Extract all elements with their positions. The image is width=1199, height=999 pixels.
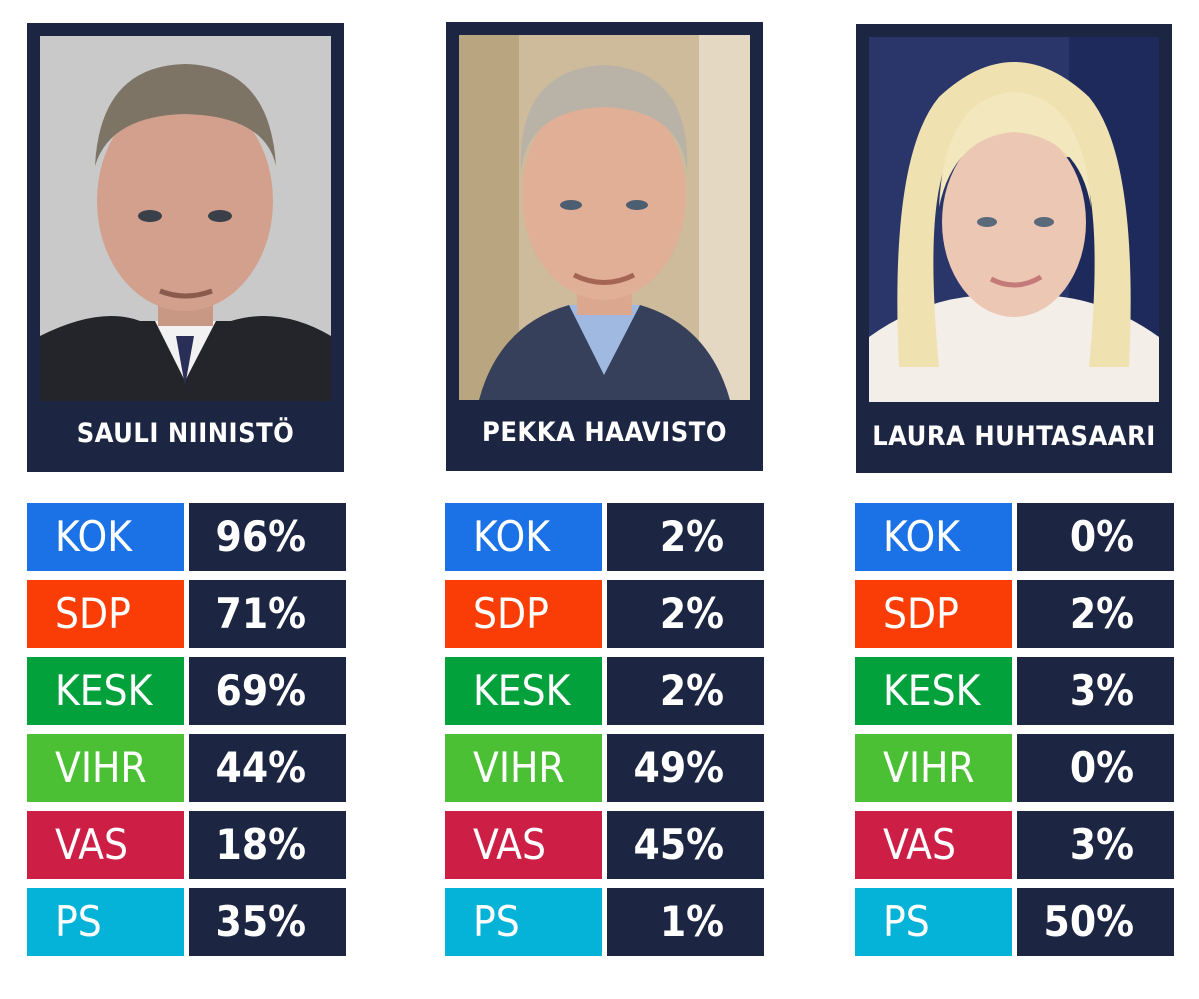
- party-label: KESK: [855, 657, 1012, 725]
- support-percentage: 49%: [607, 734, 764, 802]
- table-row: KESK 69%: [27, 657, 346, 725]
- party-label: KESK: [27, 657, 184, 725]
- table-row: VAS 45%: [445, 811, 764, 879]
- party-label: SDP: [445, 580, 602, 648]
- candidate-card-huhtasaari: LAURA HUHTASAARI: [856, 24, 1172, 473]
- party-label: KOK: [445, 503, 602, 571]
- party-label: PS: [27, 888, 184, 956]
- party-label: VIHR: [445, 734, 602, 802]
- results-table-haavisto: KOK 2% SDP 2% KESK 2% VIHR 49% VAS 45% PS 1%: [445, 503, 764, 958]
- support-percentage: 1%: [607, 888, 764, 956]
- party-label: KOK: [27, 503, 184, 571]
- table-row: KOK 0%: [855, 503, 1174, 571]
- table-row: SDP 2%: [445, 580, 764, 648]
- table-row: VIHR 0%: [855, 734, 1174, 802]
- party-label: VIHR: [855, 734, 1012, 802]
- party-label: KESK: [445, 657, 602, 725]
- table-row: KESK 3%: [855, 657, 1174, 725]
- portrait-photo-niinisto: [40, 36, 331, 401]
- support-percentage: 3%: [1017, 811, 1174, 879]
- table-row: VAS 3%: [855, 811, 1174, 879]
- results-table-niinisto: KOK 96% SDP 71% KESK 69% VIHR 44% VAS 18% PS 35%: [27, 503, 346, 958]
- table-row: PS 1%: [445, 888, 764, 956]
- party-label: VAS: [855, 811, 1012, 879]
- party-label: SDP: [27, 580, 184, 648]
- table-row: VIHR 44%: [27, 734, 346, 802]
- party-label: PS: [445, 888, 602, 956]
- support-percentage: 3%: [1017, 657, 1174, 725]
- support-percentage: 50%: [1017, 888, 1174, 956]
- support-percentage: 2%: [607, 503, 764, 571]
- table-row: KESK 2%: [445, 657, 764, 725]
- support-percentage: 44%: [189, 734, 346, 802]
- party-label: KOK: [855, 503, 1012, 571]
- table-row: PS 50%: [855, 888, 1174, 956]
- candidate-card-haavisto: PEKKA HAAVISTO: [446, 22, 763, 471]
- candidate-name: SAULI NIINISTÖ: [76, 418, 295, 449]
- results-table-huhtasaari: KOK 0% SDP 2% KESK 3% VIHR 0% VAS 3% PS 50%: [855, 503, 1174, 958]
- party-label: VAS: [27, 811, 184, 879]
- table-row: KOK 96%: [27, 503, 346, 571]
- support-percentage: 18%: [189, 811, 346, 879]
- table-row: SDP 2%: [855, 580, 1174, 648]
- candidate-name: PEKKA HAAVISTO: [482, 417, 727, 448]
- candidate-card-niinisto: SAULI NIINISTÖ: [27, 23, 344, 472]
- support-percentage: 45%: [607, 811, 764, 879]
- support-percentage: 0%: [1017, 734, 1174, 802]
- party-label: SDP: [855, 580, 1012, 648]
- support-percentage: 2%: [607, 657, 764, 725]
- support-percentage: 96%: [189, 503, 346, 571]
- support-percentage: 2%: [1017, 580, 1174, 648]
- table-row: VIHR 49%: [445, 734, 764, 802]
- table-row: KOK 2%: [445, 503, 764, 571]
- support-percentage: 35%: [189, 888, 346, 956]
- party-label: VAS: [445, 811, 602, 879]
- portrait-photo-huhtasaari: [869, 37, 1159, 402]
- table-row: PS 35%: [27, 888, 346, 956]
- party-label: PS: [855, 888, 1012, 956]
- party-label: VIHR: [27, 734, 184, 802]
- portrait-photo-haavisto: [459, 35, 750, 400]
- support-percentage: 69%: [189, 657, 346, 725]
- support-percentage: 0%: [1017, 503, 1174, 571]
- table-row: VAS 18%: [27, 811, 346, 879]
- table-row: SDP 71%: [27, 580, 346, 648]
- support-percentage: 2%: [607, 580, 764, 648]
- candidate-name: LAURA HUHTASAARI: [872, 421, 1156, 452]
- support-percentage: 71%: [189, 580, 346, 648]
